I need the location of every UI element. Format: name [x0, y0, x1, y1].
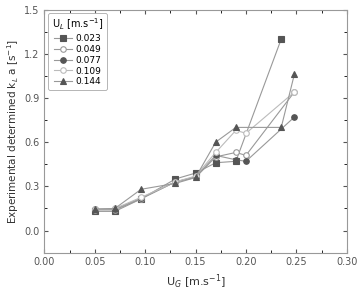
0.049 — [173, 180, 178, 184]
0.049 — [139, 197, 143, 201]
0.077 — [113, 207, 117, 211]
0.144 — [213, 140, 218, 144]
0.144 — [93, 207, 97, 211]
Line: 0.023: 0.023 — [92, 36, 284, 214]
0.109 — [139, 196, 143, 199]
0.144 — [173, 181, 178, 185]
0.109 — [292, 90, 297, 94]
Y-axis label: Experimental determined k$_L$ a [s$^{-1}$]: Experimental determined k$_L$ a [s$^{-1}… — [5, 39, 21, 224]
0.023 — [139, 197, 143, 201]
X-axis label: U$_G$ [m.s$^{-1}$]: U$_G$ [m.s$^{-1}$] — [166, 273, 225, 291]
Line: 0.144: 0.144 — [92, 72, 297, 212]
0.049 — [244, 154, 248, 157]
0.109 — [213, 151, 218, 154]
0.023 — [193, 171, 198, 175]
Legend: 0.023, 0.049, 0.077, 0.109, 0.144: 0.023, 0.049, 0.077, 0.109, 0.144 — [48, 13, 107, 90]
0.077 — [93, 207, 97, 211]
0.144 — [113, 207, 117, 210]
0.109 — [244, 132, 248, 135]
0.144 — [292, 72, 297, 76]
Line: 0.049: 0.049 — [92, 89, 297, 213]
0.077 — [234, 158, 238, 162]
0.023 — [279, 37, 284, 41]
0.023 — [173, 177, 178, 181]
0.049 — [93, 208, 97, 212]
0.077 — [173, 180, 178, 184]
0.023 — [234, 159, 238, 163]
0.077 — [292, 115, 297, 119]
0.049 — [234, 151, 238, 154]
Line: 0.077: 0.077 — [92, 114, 297, 212]
0.144 — [234, 126, 238, 129]
0.049 — [213, 155, 218, 159]
0.023 — [213, 161, 218, 165]
0.049 — [193, 176, 198, 179]
0.109 — [173, 180, 178, 184]
0.109 — [113, 207, 117, 210]
0.109 — [93, 207, 97, 211]
0.023 — [93, 210, 97, 213]
0.144 — [139, 187, 143, 191]
0.023 — [113, 210, 117, 213]
0.144 — [193, 176, 198, 179]
0.049 — [113, 208, 117, 212]
0.077 — [139, 196, 143, 200]
0.077 — [213, 154, 218, 157]
Line: 0.109: 0.109 — [92, 89, 297, 212]
0.049 — [292, 90, 297, 94]
0.144 — [279, 126, 284, 129]
0.077 — [193, 175, 198, 178]
0.077 — [244, 159, 248, 163]
0.109 — [234, 129, 238, 132]
0.109 — [193, 174, 198, 178]
